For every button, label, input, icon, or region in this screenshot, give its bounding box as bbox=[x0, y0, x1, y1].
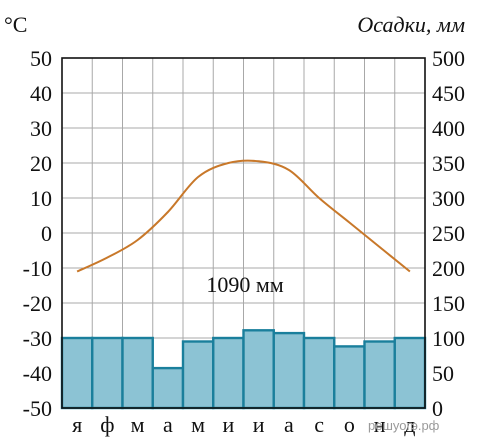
precipitation-bar bbox=[151, 366, 185, 410]
left-tick-label: 20 bbox=[30, 151, 52, 176]
left-tick-label: 40 bbox=[30, 81, 52, 106]
month-label: ф bbox=[100, 412, 114, 437]
right-tick-label: 350 bbox=[432, 151, 465, 176]
month-label: н bbox=[374, 412, 386, 437]
precipitation-bar bbox=[393, 336, 427, 410]
left-tick-label: -50 bbox=[23, 396, 52, 421]
left-axis-label: °C bbox=[4, 12, 27, 37]
precipitation-bar bbox=[272, 331, 306, 410]
temperature-curve bbox=[76, 159, 411, 273]
month-label: д bbox=[404, 412, 415, 437]
month-label: я bbox=[72, 412, 82, 437]
month-label: м bbox=[131, 412, 145, 437]
right-tick-label: 250 bbox=[432, 221, 465, 246]
left-tick-label: -10 bbox=[23, 256, 52, 281]
precipitation-bar bbox=[60, 336, 94, 410]
plot-frame bbox=[61, 57, 426, 409]
watermark: решуогэ.рф bbox=[368, 418, 440, 433]
left-tick-label: -20 bbox=[23, 291, 52, 316]
right-tick-label: 450 bbox=[432, 81, 465, 106]
right-tick-label: 100 bbox=[432, 326, 465, 351]
left-tick-label: 0 bbox=[41, 221, 52, 246]
month-label: и bbox=[222, 412, 234, 437]
left-axis-ticks: 50 40 30 20 10 0 -10 -20 -30 -40 -50 bbox=[23, 46, 52, 421]
precipitation-bar bbox=[181, 340, 215, 410]
right-tick-label: 50 bbox=[432, 361, 454, 386]
left-tick-label: 50 bbox=[30, 46, 52, 71]
right-tick-label: 300 bbox=[432, 186, 465, 211]
right-tick-label: 400 bbox=[432, 116, 465, 141]
precipitation-bar bbox=[363, 340, 396, 410]
right-tick-label: 0 bbox=[432, 396, 443, 421]
precipitation-total-annotation: 1090 мм bbox=[206, 272, 283, 297]
month-label: о bbox=[344, 412, 355, 437]
grid bbox=[62, 58, 425, 408]
precipitation-bar bbox=[91, 336, 124, 410]
right-tick-label: 150 bbox=[432, 291, 465, 316]
precipitation-bars bbox=[60, 329, 427, 410]
precipitation-bar bbox=[242, 329, 275, 410]
left-tick-label: 30 bbox=[30, 116, 52, 141]
precipitation-bar bbox=[302, 336, 336, 410]
month-label: а bbox=[284, 412, 294, 437]
temperature-line bbox=[76, 159, 411, 273]
month-label: м bbox=[191, 412, 205, 437]
left-tick-label: -30 bbox=[23, 326, 52, 351]
month-label: а bbox=[163, 412, 173, 437]
left-tick-label: 10 bbox=[30, 186, 52, 211]
month-label: и bbox=[253, 412, 265, 437]
month-label: с bbox=[314, 412, 324, 437]
right-tick-label: 200 bbox=[432, 256, 465, 281]
precipitation-bar bbox=[121, 336, 154, 410]
left-tick-label: -40 bbox=[23, 361, 52, 386]
precipitation-bar bbox=[212, 336, 245, 410]
precipitation-bar bbox=[333, 345, 366, 410]
right-tick-label: 500 bbox=[432, 46, 465, 71]
right-axis-label: Осадки, мм bbox=[357, 12, 465, 37]
